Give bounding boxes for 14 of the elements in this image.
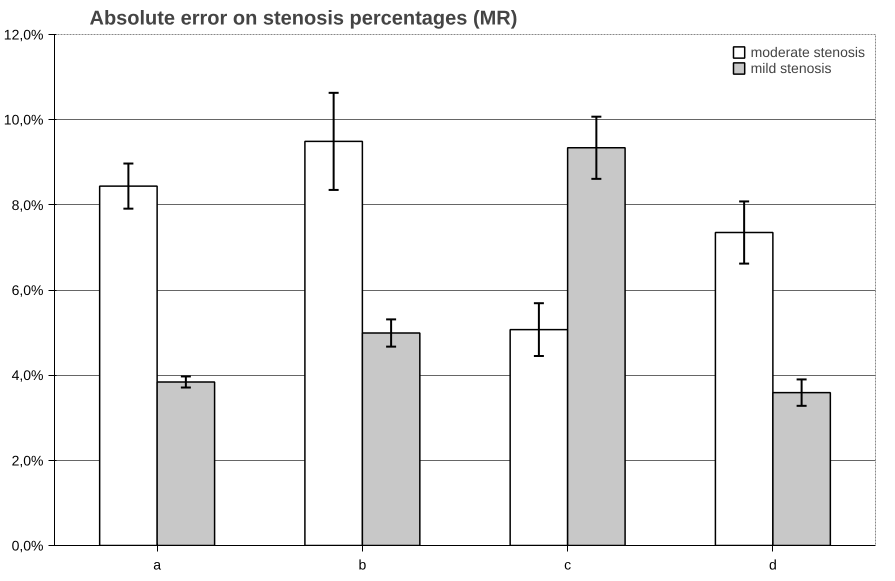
x-tick-label: d <box>768 556 777 572</box>
y-tick-label: 2,0% <box>12 452 44 468</box>
x-tick-label: a <box>153 556 162 572</box>
y-tick-label: 0,0% <box>12 538 44 554</box>
x-tick-label: c <box>564 556 572 572</box>
legend-label: moderate stenosis <box>750 44 865 60</box>
y-tick-label: 10,0% <box>4 112 44 128</box>
y-tick-label: 8,0% <box>12 196 44 213</box>
legend-label: mild stenosis <box>750 60 832 76</box>
y-tick-label: 4,0% <box>12 367 44 384</box>
x-tick-label: b <box>358 556 366 572</box>
chart-title: Absolute error on stenosis percentages (MR) <box>90 8 518 30</box>
y-tick-label: 12,0% <box>4 26 44 42</box>
y-tick-label: 6,0% <box>12 282 44 298</box>
